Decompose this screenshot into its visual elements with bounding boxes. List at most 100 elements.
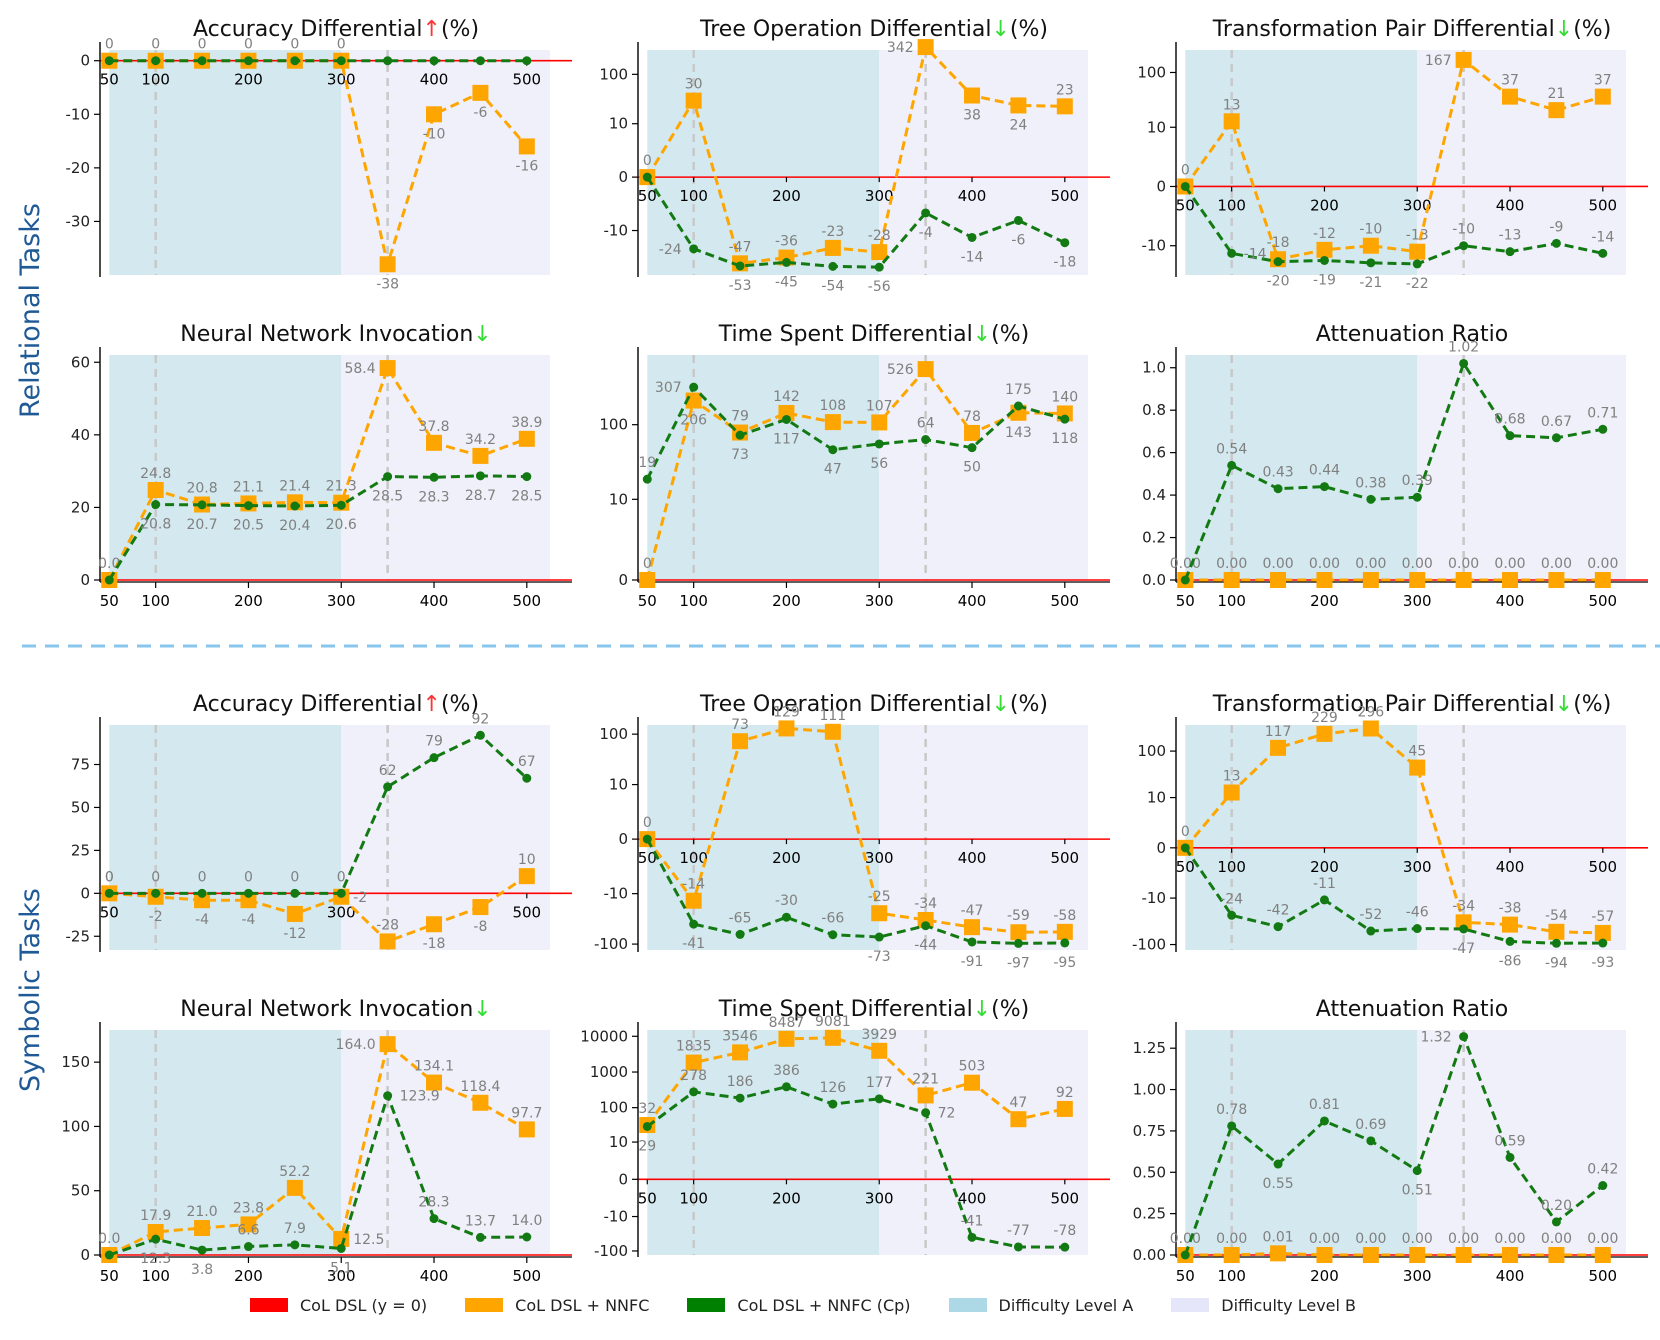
marker-nnfc-cp — [967, 443, 977, 453]
marker-nnfc — [379, 360, 396, 377]
x-tick-label: 400 — [958, 849, 987, 867]
value-label: 78 — [963, 409, 981, 425]
marker-nnfc — [1316, 725, 1333, 742]
difficulty-level-a-region — [1185, 725, 1418, 950]
value-label: -47 — [729, 239, 752, 255]
value-label: 19 — [638, 455, 656, 471]
marker-nnfc-cp — [1366, 1136, 1376, 1146]
value-label: 0.00 — [1170, 1231, 1201, 1247]
series-line-nnfc-cp — [645, 838, 1065, 945]
marker-nnfc-cp — [290, 56, 300, 66]
marker-nnfc-cp — [1060, 414, 1070, 424]
value-label: 23 — [1056, 82, 1074, 98]
x-tick-label: 300 — [327, 903, 356, 921]
marker-nnfc-cp — [104, 56, 114, 66]
x-tick-label: 400 — [420, 592, 449, 610]
marker-nnfc-cp — [1505, 936, 1515, 946]
value-label: 123.9 — [400, 1089, 440, 1105]
difficulty-level-a-region — [109, 50, 342, 275]
x-tick-label: 500 — [1050, 592, 1079, 610]
value-label: 229 — [1311, 710, 1338, 726]
title-arrow: ↓ — [991, 17, 1009, 42]
value-label: 111 — [819, 708, 846, 724]
marker-nnfc — [1409, 1247, 1426, 1263]
subplot-title: Time Spent Differential↓(%) — [718, 997, 1030, 1022]
value-label: -25 — [868, 889, 891, 905]
marker-nnfc-cp — [781, 912, 791, 922]
marker-nnfc — [1223, 113, 1240, 130]
value-label: 79 — [425, 734, 443, 750]
x-tick-label: 400 — [420, 1267, 449, 1285]
marker-nnfc — [1056, 98, 1073, 115]
value-label: 0.78 — [1216, 1102, 1247, 1118]
marker-nnfc — [964, 87, 981, 104]
value-label: -97 — [1007, 955, 1030, 971]
value-label: 20.4 — [279, 518, 310, 534]
marker-nnfc — [426, 106, 443, 123]
value-label: -57 — [1591, 909, 1614, 925]
value-label: -2 — [353, 890, 367, 906]
difficulty-level-a-region — [109, 725, 342, 950]
value-label: 47 — [824, 462, 842, 478]
value-label: -56 — [868, 279, 891, 295]
value-label: -18 — [1267, 235, 1290, 251]
marker-nnfc — [917, 361, 934, 378]
marker-nnfc-cp — [642, 172, 652, 182]
y-tick-label: 10 — [609, 776, 628, 794]
value-label: 21.4 — [279, 478, 310, 494]
x-tick-label: 400 — [958, 187, 987, 205]
value-label: 45 — [1408, 744, 1426, 760]
value-label: 73 — [731, 447, 749, 463]
value-label: -8 — [473, 919, 487, 935]
marker-nnfc — [147, 482, 164, 498]
legend-label: Difficulty Level B — [1221, 1295, 1357, 1315]
marker-nnfc — [1010, 924, 1027, 941]
title-arrow: ↑ — [423, 692, 441, 717]
marker-nnfc-cp — [104, 575, 114, 585]
x-tick-label: 300 — [327, 71, 356, 89]
value-label: 0.01 — [1262, 1229, 1293, 1245]
title-arrow: ↓ — [1555, 17, 1573, 42]
marker-nnfc-cp — [1551, 238, 1561, 248]
value-label: 1.32 — [1420, 1030, 1451, 1046]
marker-nnfc-cp — [475, 56, 485, 66]
value-label: 296 — [1357, 705, 1384, 721]
difficulty-level-a-region — [1185, 355, 1418, 580]
value-label: 0.71 — [1587, 405, 1618, 421]
marker-nnfc-cp — [1180, 843, 1190, 853]
value-label: 0.00 — [1494, 1231, 1525, 1247]
y-tick-label: 10 — [1147, 789, 1166, 807]
value-label: 0 — [198, 37, 207, 53]
value-label: 0.44 — [1309, 463, 1340, 479]
marker-nnfc — [1409, 759, 1426, 776]
x-tick-label: 300 — [1403, 858, 1432, 876]
marker-nnfc-cp — [1551, 433, 1561, 443]
value-label: 278 — [680, 1068, 707, 1084]
value-label: 0.00 — [1402, 1231, 1433, 1247]
series-line-nnfc — [1184, 57, 1604, 261]
x-tick-label: 300 — [1403, 1267, 1432, 1285]
marker-nnfc — [240, 1216, 257, 1233]
value-label: 0.00 — [1448, 1231, 1479, 1247]
marker-nnfc — [426, 1074, 443, 1091]
value-label: 34.2 — [465, 432, 496, 448]
value-label: 56 — [870, 456, 888, 472]
y-tick-label: 0 — [1156, 839, 1166, 857]
row-label-symbolic: Symbolic Tasks — [15, 888, 46, 1092]
x-tick-label: 200 — [772, 1189, 801, 1207]
value-label: 0.00 — [1448, 556, 1479, 572]
marker-nnfc — [1455, 914, 1472, 931]
x-tick-label: 500 — [512, 592, 541, 610]
y-tick-label: 0.8 — [1142, 401, 1166, 419]
value-label: -11 — [1313, 876, 1336, 892]
y-tick-label: 10 — [609, 1133, 628, 1151]
marker-nnfc — [379, 933, 396, 950]
x-tick-label: 500 — [1588, 1267, 1617, 1285]
x-tick-label: 100 — [679, 187, 708, 205]
series-line-nnfc-cp — [1184, 185, 1604, 266]
x-tick-label: 50 — [1176, 592, 1195, 610]
x-tick-label: 300 — [327, 1267, 356, 1285]
legend-item-level-b: Difficulty Level B — [1171, 1296, 1356, 1315]
